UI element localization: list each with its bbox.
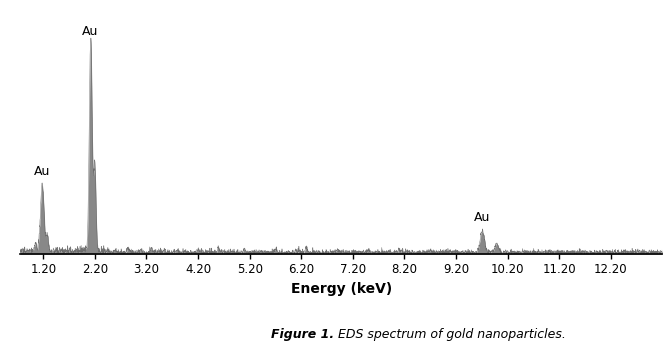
Text: Au: Au — [82, 25, 98, 38]
X-axis label: Energy (keV): Energy (keV) — [290, 282, 392, 296]
Text: Figure 1.: Figure 1. — [272, 328, 334, 341]
Text: Au: Au — [474, 211, 490, 224]
Text: Au: Au — [34, 164, 50, 178]
Text: EDS spectrum of gold nanoparticles.: EDS spectrum of gold nanoparticles. — [334, 328, 567, 341]
